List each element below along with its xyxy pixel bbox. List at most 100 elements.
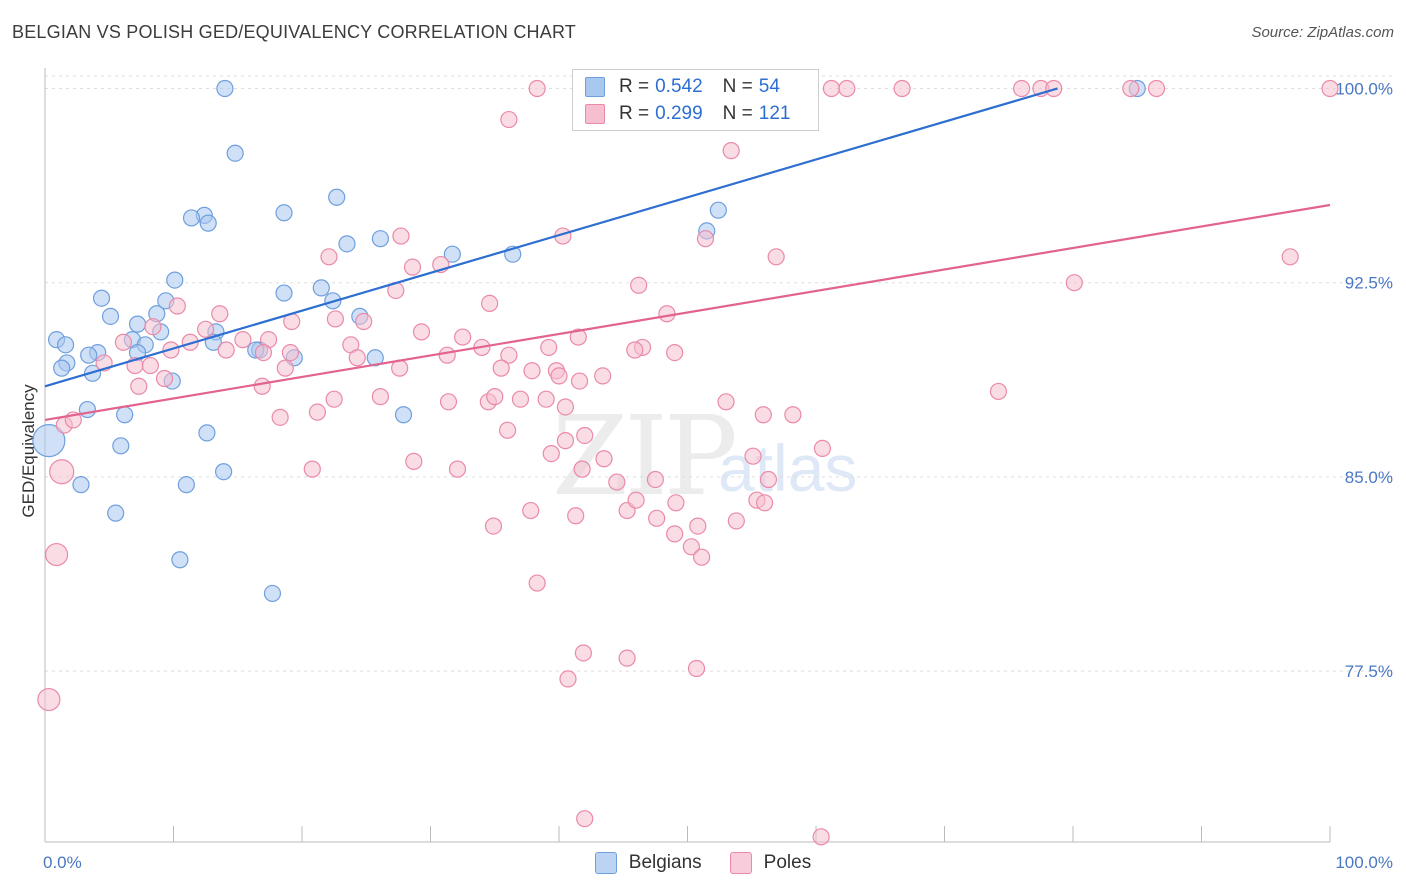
poles-point <box>500 110 518 129</box>
poles-point <box>567 507 585 525</box>
belgians-point <box>112 437 130 455</box>
belgians-point <box>32 424 66 458</box>
poles-point <box>484 517 503 535</box>
poles-point <box>1065 274 1083 292</box>
poles-point <box>44 542 69 567</box>
belgians-r-label: R = <box>619 76 650 97</box>
poles-point <box>893 79 911 98</box>
poles-point <box>556 398 575 416</box>
belgians-point <box>56 336 75 354</box>
y-axis-label: GED/Equivalency <box>19 384 38 518</box>
y-tick-label: 92.5% <box>1345 274 1393 293</box>
poles-point <box>168 297 186 315</box>
poles-point <box>371 388 389 406</box>
poles-point <box>666 344 684 362</box>
poles-point <box>618 649 636 667</box>
poles-point <box>325 390 343 408</box>
poles-point <box>744 447 762 465</box>
belgians-point <box>53 359 71 377</box>
poles-point <box>37 687 61 712</box>
poles-point <box>141 356 159 375</box>
poles-point <box>528 79 546 98</box>
poles-point <box>648 509 666 527</box>
poles-point <box>576 810 594 828</box>
poles-point <box>754 406 772 424</box>
belgians-point <box>101 307 120 325</box>
belgians-point <box>128 315 147 333</box>
poles-point <box>500 346 518 364</box>
poles-point <box>556 432 575 450</box>
poles-point <box>658 305 676 323</box>
belgians-point <box>116 406 134 424</box>
poles-legend-swatch <box>729 852 752 874</box>
x-tick-label: 100.0% <box>1335 853 1393 872</box>
poles-point <box>813 439 832 458</box>
poles-point <box>254 344 273 362</box>
poles-point <box>253 377 271 395</box>
poles-point <box>838 79 856 98</box>
belgians-point <box>394 406 413 424</box>
poles-point <box>595 450 613 468</box>
poles-point <box>693 548 711 566</box>
belgians-legend-swatch <box>594 852 617 874</box>
belgians-point <box>198 424 216 442</box>
belgians-point <box>263 584 282 603</box>
poles-point <box>271 408 289 426</box>
y-tick-label: 77.5% <box>1345 662 1393 681</box>
poles-point <box>682 538 700 556</box>
belgians-point <box>443 245 461 263</box>
belgians-n-label: N = <box>722 76 753 97</box>
poles-point <box>1122 79 1140 98</box>
poles-point <box>217 341 235 359</box>
belgians-point <box>371 230 389 248</box>
poles-point <box>784 406 802 424</box>
poles-point <box>281 344 300 362</box>
poles-point <box>523 362 541 380</box>
belgians-n-value: 54 <box>758 76 780 97</box>
poles-point <box>211 305 229 323</box>
poles-point <box>1281 248 1299 266</box>
poles-point <box>689 517 707 535</box>
belgians-legend-label: Belgians <box>628 852 702 873</box>
poles-point <box>630 276 648 294</box>
poles-point <box>405 452 423 470</box>
poles-point <box>759 470 778 489</box>
poles-point <box>511 390 530 408</box>
poles-point <box>348 349 366 367</box>
y-tick-label: 100.0% <box>1335 79 1393 98</box>
poles-point <box>767 248 785 266</box>
poles-point <box>666 525 684 543</box>
poles-point <box>403 258 422 276</box>
series-legend: Belgians Poles <box>0 852 1406 874</box>
poles-point <box>646 470 664 489</box>
belgians-r-value: 0.542 <box>655 76 703 97</box>
poles-point <box>542 444 560 463</box>
poles-point <box>722 142 740 160</box>
poles-swatch <box>585 104 605 124</box>
legend-row-poles: R = 0.299 N = 121 <box>585 103 796 125</box>
poles-legend-label: Poles <box>763 852 812 873</box>
poles-point <box>392 227 410 245</box>
poles-point <box>1012 79 1031 98</box>
poles-point <box>822 79 841 98</box>
belgians-trendline <box>44 87 1058 388</box>
poles-point <box>1321 79 1339 98</box>
poles-point <box>355 312 373 331</box>
poles-point <box>303 460 321 478</box>
poles-point <box>49 459 75 485</box>
belgians-point <box>216 79 234 98</box>
belgians-point <box>275 204 293 222</box>
poles-point <box>155 369 174 388</box>
belgians-point <box>338 235 356 253</box>
legend-row-belgians: R = 0.542 N = 54 <box>585 76 786 98</box>
belgians-point <box>709 201 727 219</box>
belgians-point <box>312 279 330 297</box>
legend-item-poles[interactable]: Poles <box>729 852 812 874</box>
poles-point <box>438 346 456 364</box>
poles-point <box>626 341 644 359</box>
poles-point <box>989 382 1008 401</box>
poles-point <box>687 659 706 678</box>
poles-point <box>326 310 345 328</box>
belgians-point <box>199 214 217 232</box>
legend-item-belgians[interactable]: Belgians <box>594 852 702 874</box>
